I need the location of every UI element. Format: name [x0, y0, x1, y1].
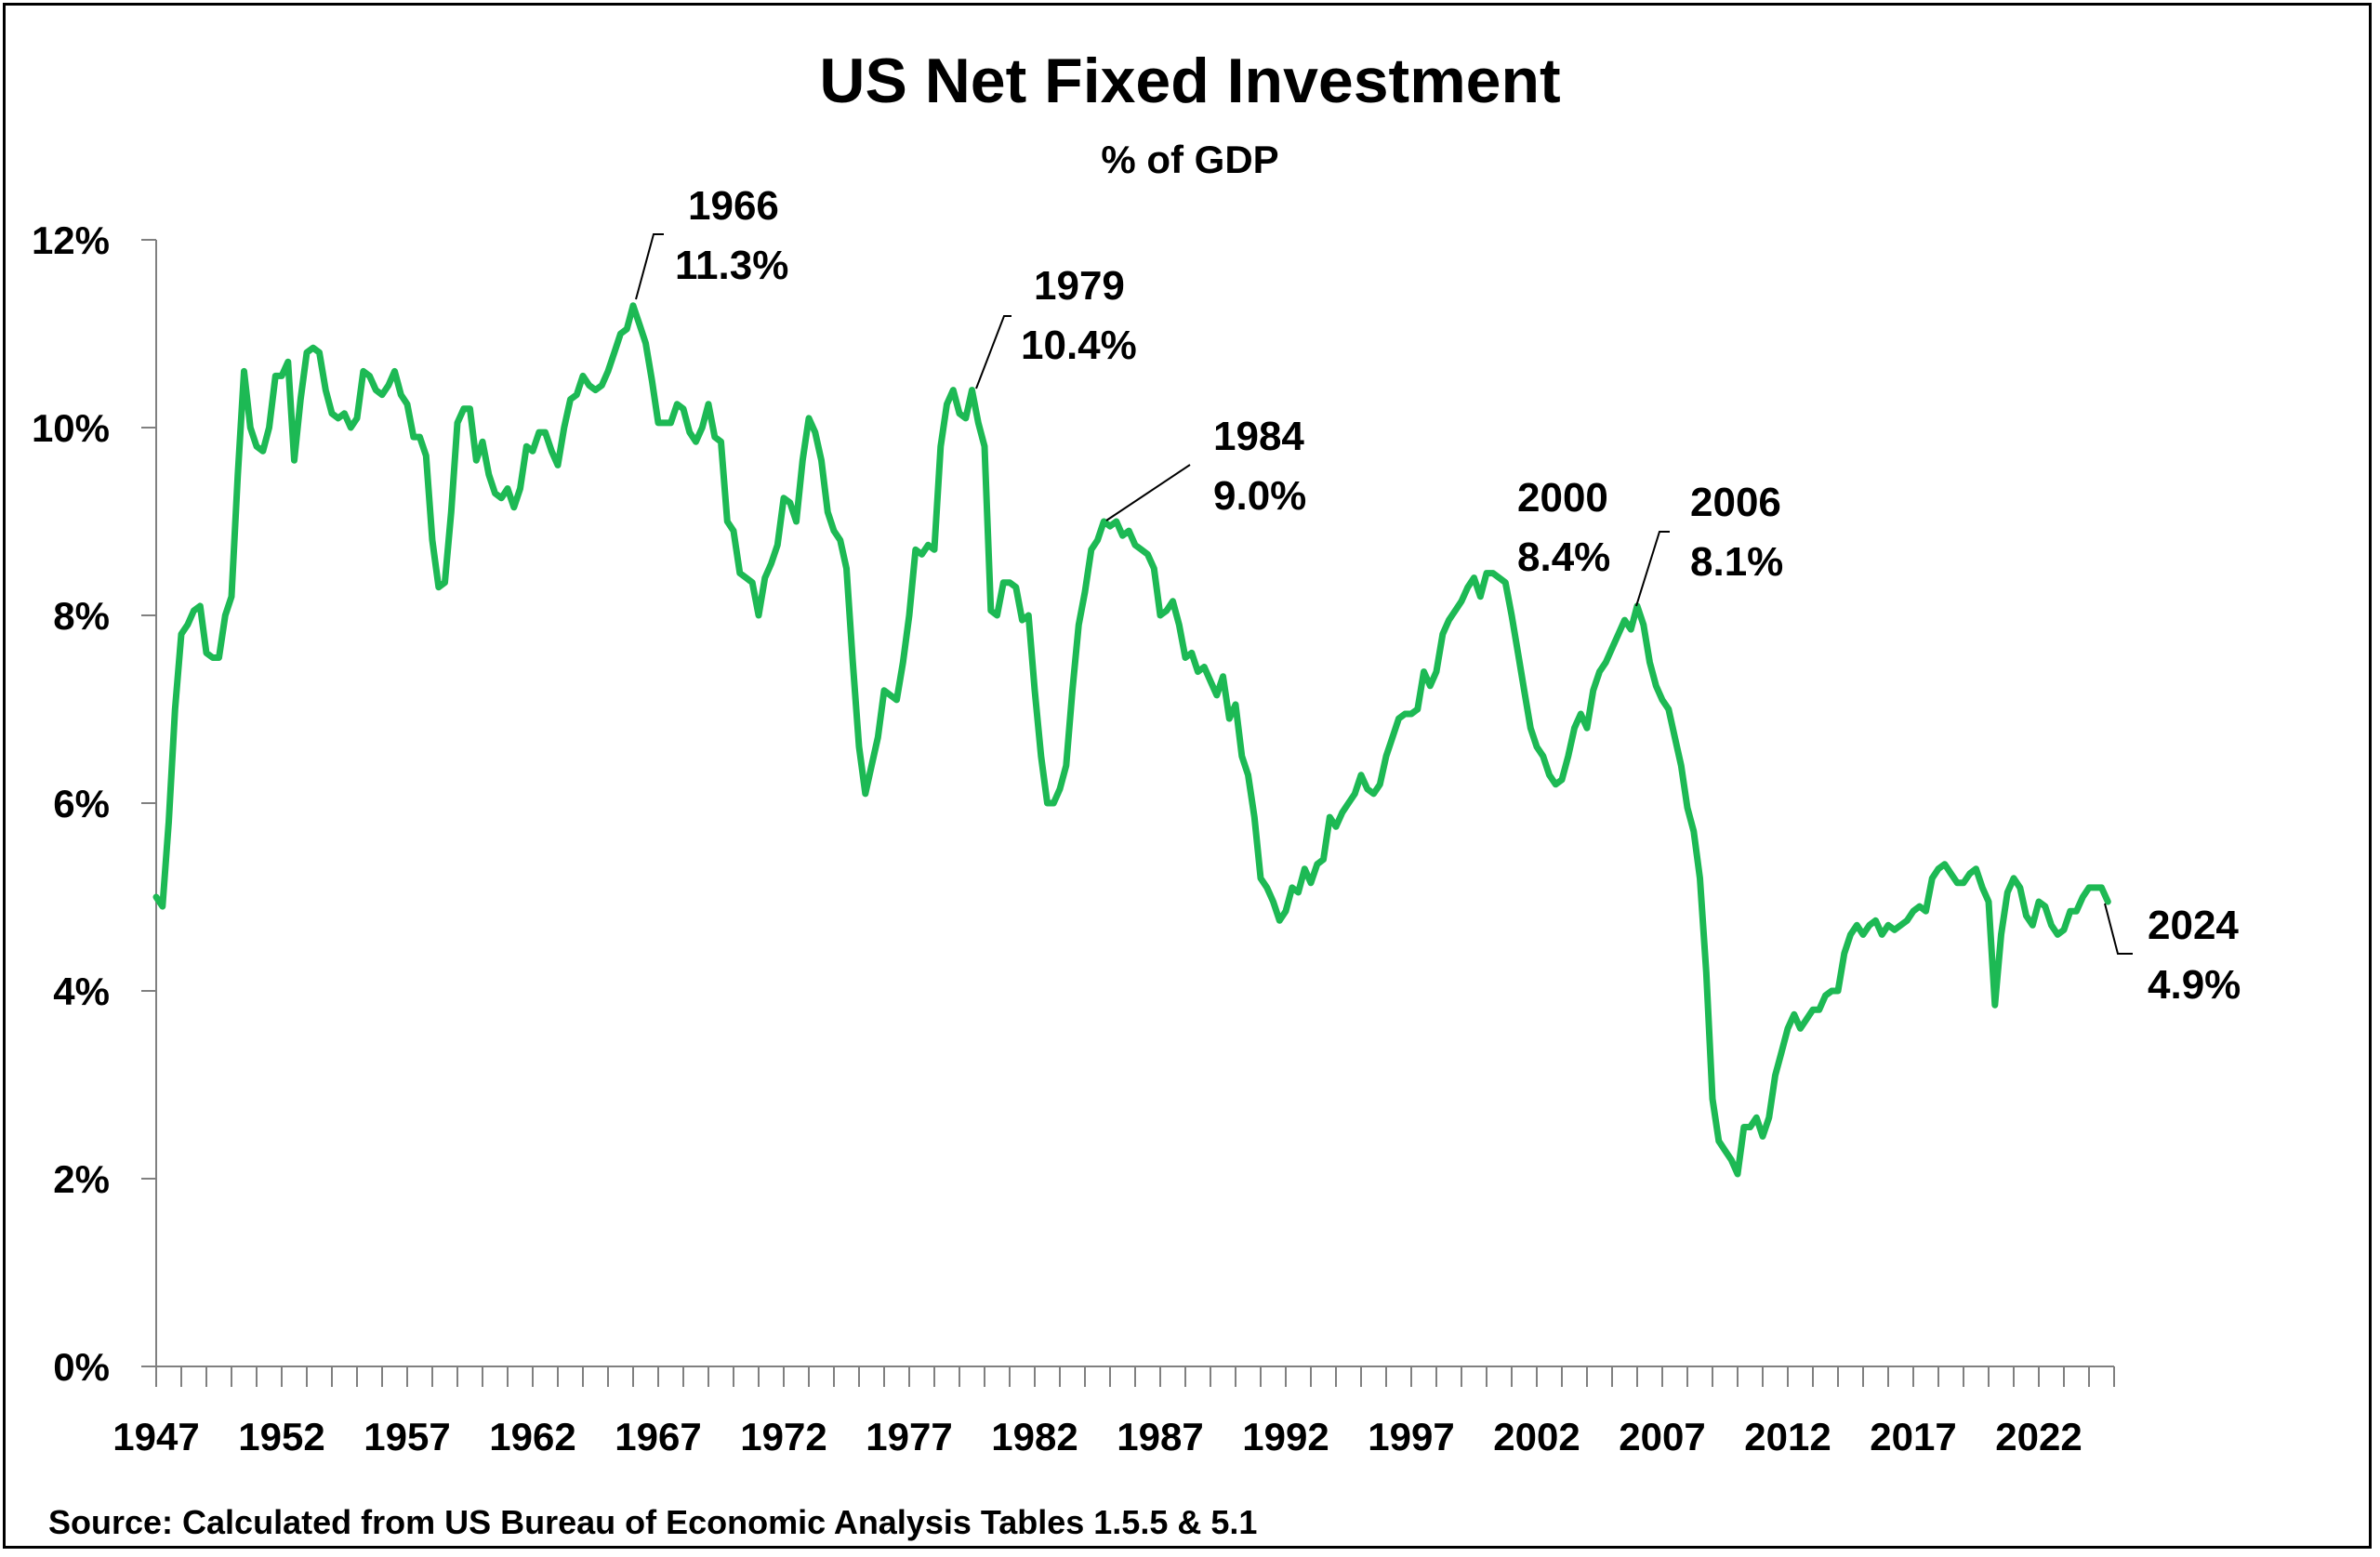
x-tick-label: 1977	[866, 1415, 952, 1458]
x-tick-label: 1992	[1242, 1415, 1329, 1458]
annotation-value: 8.1%	[1690, 539, 1783, 585]
annotation-leader	[2104, 903, 2133, 955]
y-tick-label: 4%	[53, 970, 110, 1013]
annotation-1966: 1966 11.3%	[635, 183, 788, 300]
x-tick-label: 1997	[1368, 1415, 1454, 1458]
y-tick-label: 0%	[53, 1345, 110, 1389]
y-tick-label: 12%	[32, 218, 110, 262]
annotation-value: 11.3%	[675, 243, 788, 288]
x-tick-label: 2017	[1870, 1415, 1956, 1458]
series-line	[152, 302, 2111, 1178]
annotation-2024: 2024 4.9%	[2104, 903, 2241, 1008]
annotation-leader	[1635, 531, 1670, 607]
annotation-value: 4.9%	[2148, 962, 2241, 1008]
x-tick-label: 1957	[364, 1415, 450, 1458]
annotation-1984: 1984 9.0%	[1105, 414, 1306, 521]
annotation-leader	[975, 315, 1012, 389]
x-tick-label: 2022	[1995, 1415, 2082, 1458]
y-tick-label: 10%	[32, 406, 110, 450]
x-tick-label: 2007	[1619, 1415, 1705, 1458]
x-tick-label: 1952	[238, 1415, 324, 1458]
annotation-2000: 2000 8.4%	[1517, 475, 1610, 580]
annotation-year: 2006	[1690, 480, 1781, 525]
x-tick-label: 1947	[112, 1415, 199, 1458]
annotation-year: 2024	[2148, 903, 2239, 948]
x-tick-label: 2012	[1744, 1415, 1831, 1458]
annotation-year: 2000	[1517, 475, 1608, 521]
annotation-year: 1979	[1034, 263, 1125, 309]
annotation-leader	[635, 233, 664, 300]
annotation-leader	[1105, 464, 1191, 521]
x-tick-label: 1967	[615, 1415, 701, 1458]
annotation-1979: 1979 10.4%	[975, 263, 1137, 389]
chart-title: US Net Fixed Investment	[819, 46, 1560, 116]
annotation-value: 9.0%	[1213, 473, 1306, 519]
y-tick-label: 8%	[53, 594, 110, 638]
annotations: 1966 11.3% 1979 10.4% 1984 9.0% 2000 8.4% 2006 8.…	[635, 183, 2241, 1008]
x-tick-label: 1972	[740, 1415, 826, 1458]
x-tick-label: 1962	[489, 1415, 575, 1458]
annotation-value: 10.4%	[1021, 323, 1137, 368]
x-tick-label: 1982	[991, 1415, 1078, 1458]
source-note: Source: Calculated from US Bureau of Eco…	[48, 1503, 1257, 1541]
annotation-year: 1984	[1213, 414, 1304, 459]
x-tick-label: 1987	[1117, 1415, 1203, 1458]
annotation-2006: 2006 8.1%	[1635, 480, 1783, 607]
x-tick-label: 2002	[1493, 1415, 1580, 1458]
chart-frame	[3, 3, 2372, 1549]
axes	[141, 239, 2115, 1387]
y-tick-label: 2%	[53, 1157, 110, 1201]
x-tick-labels: 1947 1952 1957 1962 1967 1972 1977 1982 1987 1992…	[112, 1415, 2082, 1458]
y-tick-label: 6%	[53, 782, 110, 825]
annotation-value: 8.4%	[1517, 534, 1610, 580]
chart-subtitle: % of GDP	[1101, 138, 1278, 181]
annotation-year: 1966	[688, 183, 779, 229]
y-tick-labels: 0% 2% 4% 6% 8% 10% 12%	[32, 218, 110, 1389]
